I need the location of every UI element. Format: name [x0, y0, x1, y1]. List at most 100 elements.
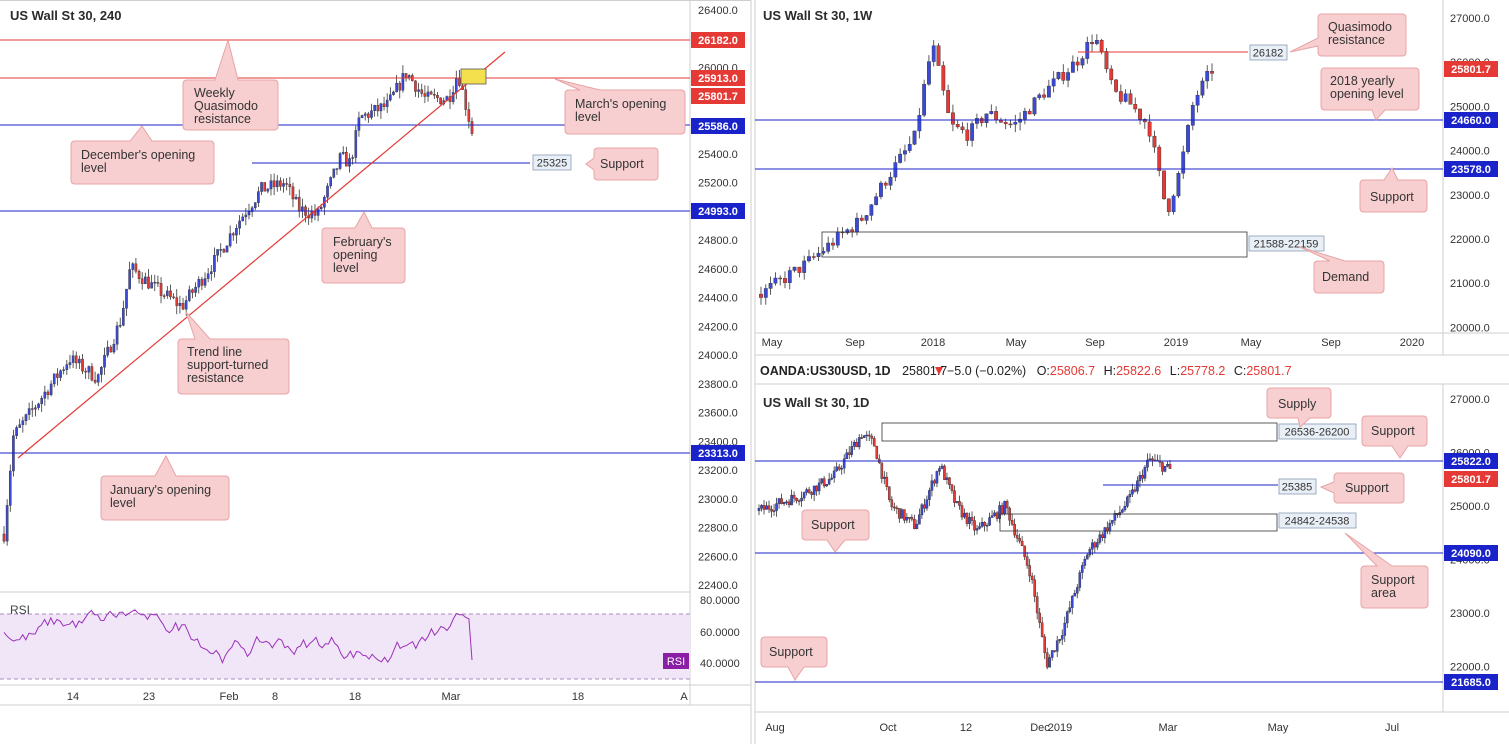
weekly-x-tick: May: [762, 337, 783, 349]
h4-candle: [385, 99, 389, 107]
daily-candle: [925, 499, 929, 509]
h4-candle: [147, 276, 150, 289]
weekly-candle: [1104, 51, 1109, 70]
daily-x-tick: Oct: [879, 722, 896, 734]
rsi-pane: RSI RSI 80.0000 60.0000 40.0000: [0, 595, 740, 680]
ohlc-close: 25801.7: [1246, 364, 1291, 378]
callout-demand-text: Demand: [1322, 270, 1369, 284]
h4-candle: [137, 270, 141, 279]
callout-trend-line: Trend line support-turned resistance: [177, 311, 290, 395]
daily-candle: [800, 497, 803, 502]
weekly-candle: [783, 278, 787, 283]
weekly-candle: [1128, 93, 1133, 105]
h4-candle: [159, 283, 163, 296]
daily-candle: [1038, 612, 1041, 623]
daily-x-tick: Mar: [1159, 722, 1178, 734]
daily-price-tag: [1444, 674, 1498, 690]
h4-candle: [288, 183, 292, 188]
h4-candle: [109, 346, 113, 353]
daily-candle: [930, 480, 934, 491]
weekly-candle: [869, 204, 874, 216]
h4-candle: [81, 358, 84, 372]
weekly-candle: [1008, 123, 1013, 126]
daily-candle: [918, 514, 921, 525]
h4-candle: [417, 89, 420, 92]
weekly-candle: [1195, 94, 1200, 106]
callout-weekly-support: Support: [1359, 167, 1428, 213]
daily-candle: [852, 442, 856, 447]
daily-candle: [1091, 542, 1094, 550]
callout-demand: Demand: [1299, 246, 1385, 294]
h4-candle: [122, 308, 125, 326]
daily-candle: [827, 479, 831, 485]
weekly-candle: [1075, 61, 1080, 66]
daily-candle: [940, 465, 944, 469]
daily-candle: [958, 501, 961, 506]
daily-candle: [1088, 549, 1092, 556]
weekly-candle: [1152, 135, 1157, 148]
daily-candle: [777, 498, 781, 504]
callout-daily-support-2-text: Support: [1345, 481, 1389, 495]
daily-candle: [965, 512, 969, 524]
daily-candle: [770, 509, 773, 512]
daily-candle: [913, 518, 916, 529]
h4-candle: [376, 105, 380, 112]
h4-candle: [216, 249, 219, 256]
callout-h4-support: Support: [585, 147, 659, 181]
rsi-tick-80: 80.0000: [700, 595, 740, 607]
weekly-candle: [864, 215, 869, 221]
daily-candle: [785, 501, 788, 504]
h4-y-tick: 22400.0: [698, 580, 738, 592]
daily-candle: [1083, 559, 1087, 566]
ohlc-high: 25822.6: [1116, 364, 1161, 378]
daily-candle: [920, 504, 924, 516]
weekly-candle: [903, 150, 907, 155]
h4-candle: [125, 288, 128, 309]
weekly-x-tick: May: [1241, 337, 1262, 349]
callout-daily-support-4: Support: [760, 636, 828, 681]
h4-candle: [191, 289, 194, 293]
daily-candle: [1141, 475, 1144, 479]
h4-y-tick: 23200.0: [698, 465, 738, 477]
callout-january-opening-text: January's opening level: [110, 483, 211, 510]
daily-candle: [1080, 565, 1084, 573]
weekly-candle: [1032, 97, 1037, 115]
daily-candle: [767, 505, 771, 510]
h4-candle: [153, 282, 157, 284]
callout-supply: Supply: [1266, 387, 1332, 428]
daily-candle: [1035, 596, 1039, 614]
daily-candle: [1005, 501, 1009, 509]
h4-y-tick: 25200.0: [698, 178, 738, 190]
h4-candle: [266, 188, 270, 192]
daily-candle: [955, 501, 959, 503]
daily-candle: [1075, 587, 1079, 594]
daily-candle: [1028, 565, 1031, 577]
daily-candle: [1085, 554, 1089, 560]
daily-x-tick: Dec: [1030, 722, 1050, 734]
daily-candle: [787, 501, 791, 506]
h4-candle: [90, 366, 94, 381]
weekly-candle: [859, 217, 864, 221]
daily-candle: [1010, 520, 1014, 525]
daily-candle: [837, 466, 841, 470]
weekly-candle: [831, 242, 835, 246]
callout-february-opening-text: February's opening level: [333, 235, 392, 275]
weekly-candle: [874, 196, 879, 205]
weekly-candle: [1013, 122, 1018, 125]
h4-price-tag: [691, 70, 745, 86]
h4-candle: [253, 202, 257, 208]
daily-candle: [870, 435, 874, 439]
ohlc-symbol: OANDA:US30USD, 1D: [760, 364, 891, 378]
daily-candle: [1148, 458, 1152, 461]
h4-candle: [250, 207, 254, 212]
h4-candle: [40, 397, 43, 405]
daily-candle: [775, 503, 778, 511]
daily-candle: [1101, 534, 1104, 538]
h4-candle: [2, 533, 6, 542]
daily-candle: [1131, 489, 1134, 495]
weekly-candle: [912, 130, 917, 145]
daily-candle: [867, 434, 871, 437]
daily-candle: [802, 492, 806, 499]
h4-x-tick: A: [680, 691, 688, 703]
rsi-tag: RSI: [667, 656, 685, 668]
